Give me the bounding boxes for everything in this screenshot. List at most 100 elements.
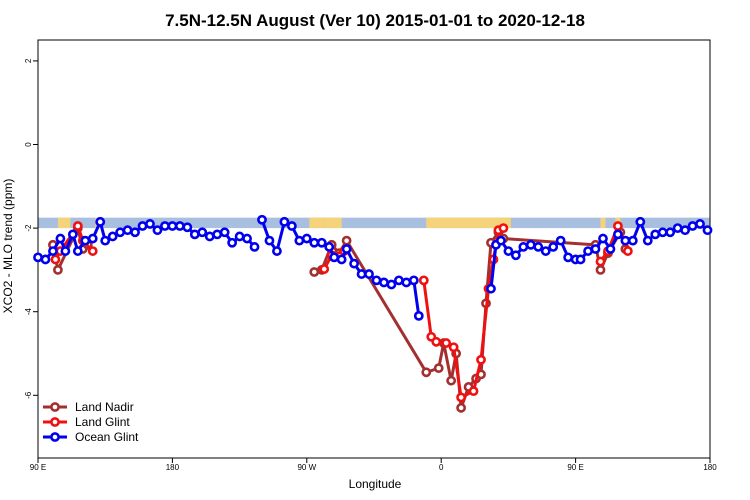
data-point bbox=[72, 221, 83, 231]
land-segment bbox=[600, 217, 606, 229]
land-segment bbox=[426, 217, 511, 229]
data-point bbox=[33, 252, 43, 263]
data-point bbox=[413, 310, 424, 321]
legend-item: Ocean Glint bbox=[43, 430, 139, 444]
legend-swatch-marker bbox=[50, 402, 60, 412]
data-point bbox=[100, 235, 111, 246]
data-point bbox=[456, 392, 467, 403]
data-point bbox=[87, 246, 98, 256]
data-point bbox=[189, 229, 200, 240]
data-point bbox=[650, 229, 661, 240]
data-point bbox=[341, 244, 352, 254]
data-point bbox=[341, 235, 352, 246]
data-point bbox=[227, 237, 238, 248]
y-axis: 2 0 -2 -4 -6 bbox=[24, 58, 38, 399]
x-axis: 90 E 180 90 W 0 90 E 180 bbox=[30, 458, 717, 472]
data-point bbox=[364, 269, 374, 279]
data-point bbox=[620, 235, 631, 246]
data-point bbox=[48, 246, 58, 256]
data-point bbox=[448, 342, 459, 353]
data-point bbox=[498, 223, 509, 233]
data-point bbox=[152, 225, 163, 236]
data-point bbox=[702, 225, 713, 236]
data-point bbox=[234, 231, 245, 242]
data-point bbox=[613, 221, 623, 231]
ocean-band bbox=[38, 217, 710, 229]
data-point bbox=[294, 235, 305, 246]
data-point bbox=[197, 227, 208, 238]
data-point bbox=[55, 233, 66, 244]
data-point bbox=[408, 275, 419, 286]
data-point bbox=[433, 363, 444, 374]
chart-title: 7.5N-12.5N August (Ver 10) 2015-01-01 to… bbox=[165, 11, 585, 30]
data-point bbox=[204, 231, 215, 242]
data-point bbox=[242, 233, 252, 244]
data-point bbox=[672, 223, 683, 233]
x-tick-label: 90 E bbox=[30, 463, 46, 472]
legend-label: Ocean Glint bbox=[75, 430, 139, 444]
data-point bbox=[356, 269, 367, 279]
data-point bbox=[336, 254, 347, 265]
x-tick-label: 90 W bbox=[297, 463, 316, 472]
data-point bbox=[167, 221, 178, 231]
legend-swatch-marker bbox=[50, 417, 60, 427]
data-point bbox=[257, 214, 267, 225]
y-tick-label: -4 bbox=[24, 308, 33, 316]
data-point bbox=[67, 229, 78, 240]
data-point bbox=[219, 227, 230, 238]
data-point bbox=[401, 277, 412, 288]
data-point bbox=[386, 279, 397, 290]
data-point bbox=[431, 336, 442, 347]
data-point bbox=[496, 235, 506, 246]
x-axis-label: Longitude bbox=[349, 477, 402, 491]
legend-item: Land Nadir bbox=[43, 400, 134, 414]
data-point bbox=[301, 233, 312, 244]
series-group bbox=[33, 214, 713, 413]
data-point bbox=[533, 242, 544, 252]
data-point bbox=[87, 233, 98, 244]
data-point bbox=[249, 242, 260, 252]
data-point bbox=[324, 242, 335, 252]
data-point bbox=[379, 277, 389, 288]
data-point bbox=[627, 235, 638, 246]
data-point bbox=[446, 375, 457, 386]
data-point bbox=[468, 386, 479, 397]
data-point bbox=[613, 229, 623, 240]
data-point bbox=[212, 229, 223, 240]
data-point bbox=[595, 256, 606, 267]
x-tick-label: 180 bbox=[166, 463, 180, 472]
x-tick-label: 180 bbox=[703, 463, 717, 472]
legend-label: Land Glint bbox=[75, 415, 130, 429]
legend-swatch-marker bbox=[50, 432, 60, 442]
data-point bbox=[583, 246, 593, 256]
y-axis-label: XCO2 - MLO trend (ppm) bbox=[1, 179, 15, 314]
x-tick-label: 90 E bbox=[567, 463, 583, 472]
y-tick-label: 2 bbox=[24, 58, 33, 63]
land-segment bbox=[309, 217, 325, 229]
series-ocean-glint bbox=[33, 214, 713, 321]
data-point bbox=[486, 283, 496, 294]
data-point bbox=[657, 227, 668, 238]
data-point bbox=[503, 246, 514, 256]
data-point bbox=[642, 235, 653, 246]
data-point bbox=[122, 225, 133, 236]
data-point bbox=[665, 227, 676, 238]
data-point bbox=[329, 252, 340, 263]
data-point bbox=[80, 235, 91, 246]
plot-frame bbox=[37, 39, 711, 459]
data-point bbox=[680, 225, 691, 236]
data-point bbox=[418, 275, 429, 286]
data-point bbox=[518, 242, 529, 252]
data-point bbox=[349, 258, 359, 269]
land-segment bbox=[57, 217, 71, 229]
data-point bbox=[441, 338, 452, 348]
data-point bbox=[590, 244, 601, 254]
data-point bbox=[595, 264, 606, 275]
data-point bbox=[174, 221, 185, 231]
y-tick-label: 0 bbox=[24, 142, 33, 147]
data-point bbox=[476, 354, 486, 365]
legend-item: Land Glint bbox=[43, 415, 130, 429]
data-point bbox=[510, 250, 521, 261]
